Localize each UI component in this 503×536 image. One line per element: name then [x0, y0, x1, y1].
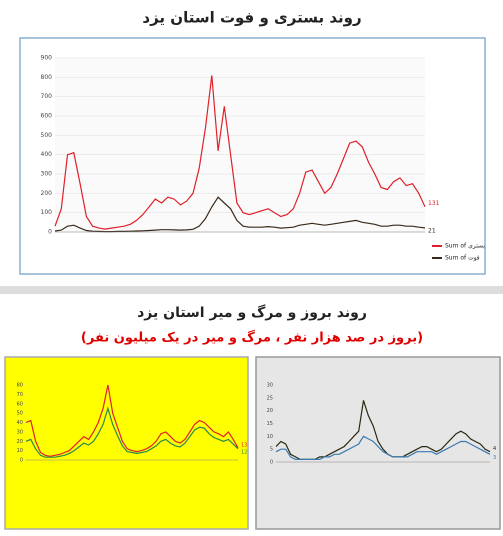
y-tick-label: 600: [41, 113, 53, 120]
y-tick-label: 700: [41, 93, 53, 100]
y-tick-label: 80: [17, 383, 23, 389]
plot-area: [276, 385, 490, 462]
plot-area: [26, 385, 238, 460]
y-tick-label: 400: [41, 151, 53, 158]
y-tick-label: 70: [17, 392, 23, 398]
series-line: [54, 75, 426, 230]
page-title: روند بستری و فوت استان یزد: [142, 9, 361, 27]
data-label: 12: [241, 449, 247, 455]
section-subtitle: (بروز در صد هزار نفر ، مرگ و میر در یک م…: [81, 329, 423, 346]
y-tick-label: 800: [41, 74, 53, 81]
y-tick-label: 100: [41, 209, 53, 216]
y-tick-label: 30: [17, 429, 23, 435]
y-tick-label: 5: [270, 447, 273, 453]
y-tick-label: 10: [17, 448, 23, 454]
data-label: 21: [428, 227, 436, 234]
data-label: 13: [241, 442, 247, 448]
plot-area: [55, 58, 425, 232]
data-label: 131: [428, 200, 440, 207]
y-tick-label: 30: [267, 383, 273, 389]
series-line: [275, 435, 491, 460]
y-tick-label: 900: [41, 55, 53, 62]
series-line: [54, 196, 426, 233]
y-tick-label: 0: [270, 460, 273, 466]
y-tick-label: 25: [267, 395, 273, 401]
series-line: [25, 406, 239, 458]
legend-label: Sum of فوت: [445, 255, 480, 262]
y-tick-label: 10: [267, 434, 273, 440]
series-line: [25, 384, 239, 457]
data-label: 4: [493, 446, 496, 452]
y-tick-label: 40: [17, 420, 23, 426]
separator: [0, 286, 503, 294]
y-tick-label: 0: [48, 229, 52, 236]
y-tick-label: 20: [267, 408, 273, 414]
y-tick-label: 20: [17, 439, 23, 445]
y-tick-label: 50: [17, 411, 23, 417]
section-heading: روند بروز و مرگ و میر استان یزد: [137, 304, 367, 321]
y-tick-label: 60: [17, 401, 23, 407]
y-tick-label: 15: [267, 421, 273, 427]
y-tick-label: 500: [41, 132, 53, 139]
data-label: 3: [493, 455, 496, 461]
y-tick-label: 0: [20, 458, 23, 464]
legend-label: Sum of بستری: [445, 243, 485, 250]
y-tick-label: 300: [41, 171, 53, 178]
y-tick-label: 200: [41, 190, 53, 197]
